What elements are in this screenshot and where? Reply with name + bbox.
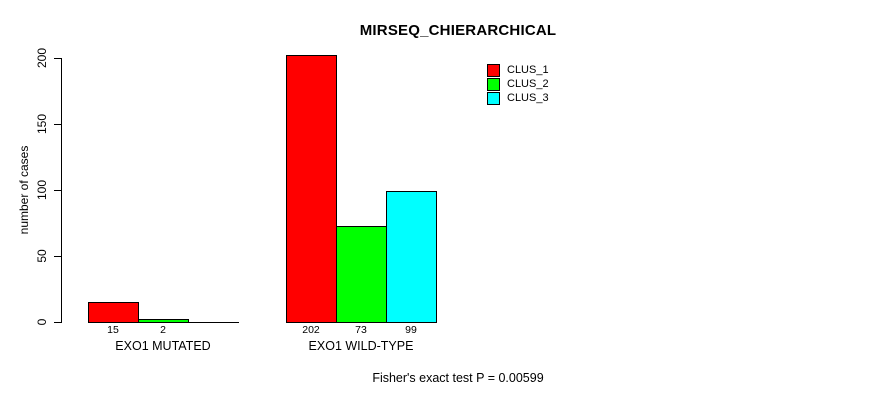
bar-clus_2: [336, 226, 387, 323]
bar-value-label: 99: [405, 324, 417, 336]
y-axis-tick-label: 0: [35, 318, 49, 326]
y-axis-tick-label: 100: [35, 179, 49, 201]
bar-clus_3-zero: [188, 322, 239, 323]
y-axis-tick: [54, 322, 61, 323]
y-axis-line: [61, 58, 62, 323]
y-axis-tick: [54, 190, 61, 191]
y-axis-tick: [54, 124, 61, 125]
category-label: EXO1 MUTATED: [115, 339, 211, 353]
legend-item-clus_3: CLUS_3: [487, 92, 549, 105]
bar-clus_2: [138, 319, 189, 323]
legend: CLUS_1 CLUS_2 CLUS_3: [487, 64, 549, 105]
bar-value-label: 202: [302, 324, 320, 336]
bar-value-label: 73: [355, 324, 367, 336]
legend-item-label: CLUS_2: [507, 78, 549, 90]
y-axis-tick-label: 150: [35, 113, 49, 135]
fisher-test-annotation: Fisher's exact test P = 0.00599: [372, 371, 544, 385]
bar-value-label: 2: [160, 324, 166, 336]
y-axis-label: number of cases: [17, 145, 31, 235]
legend-item-clus_2: CLUS_2: [487, 78, 549, 91]
legend-swatch-icon: [487, 92, 500, 105]
legend-item-label: CLUS_3: [507, 92, 549, 104]
bar-clus_1: [286, 55, 337, 323]
y-axis-tick: [54, 58, 61, 59]
bar-clus_1: [88, 302, 139, 323]
legend-item-clus_1: CLUS_1: [487, 64, 549, 77]
y-axis-tick-label: 50: [35, 249, 49, 263]
legend-swatch-icon: [487, 64, 500, 77]
y-axis-tick: [54, 256, 61, 257]
legend-item-label: CLUS_1: [507, 64, 549, 76]
legend-swatch-icon: [487, 78, 500, 91]
category-label: EXO1 WILD-TYPE: [308, 339, 414, 353]
chart-title: MIRSEQ_CHIERARCHICAL: [359, 22, 557, 39]
bar-clus_3: [386, 191, 437, 323]
y-axis-tick-label: 200: [35, 47, 49, 69]
bar-value-label: 15: [107, 324, 119, 336]
